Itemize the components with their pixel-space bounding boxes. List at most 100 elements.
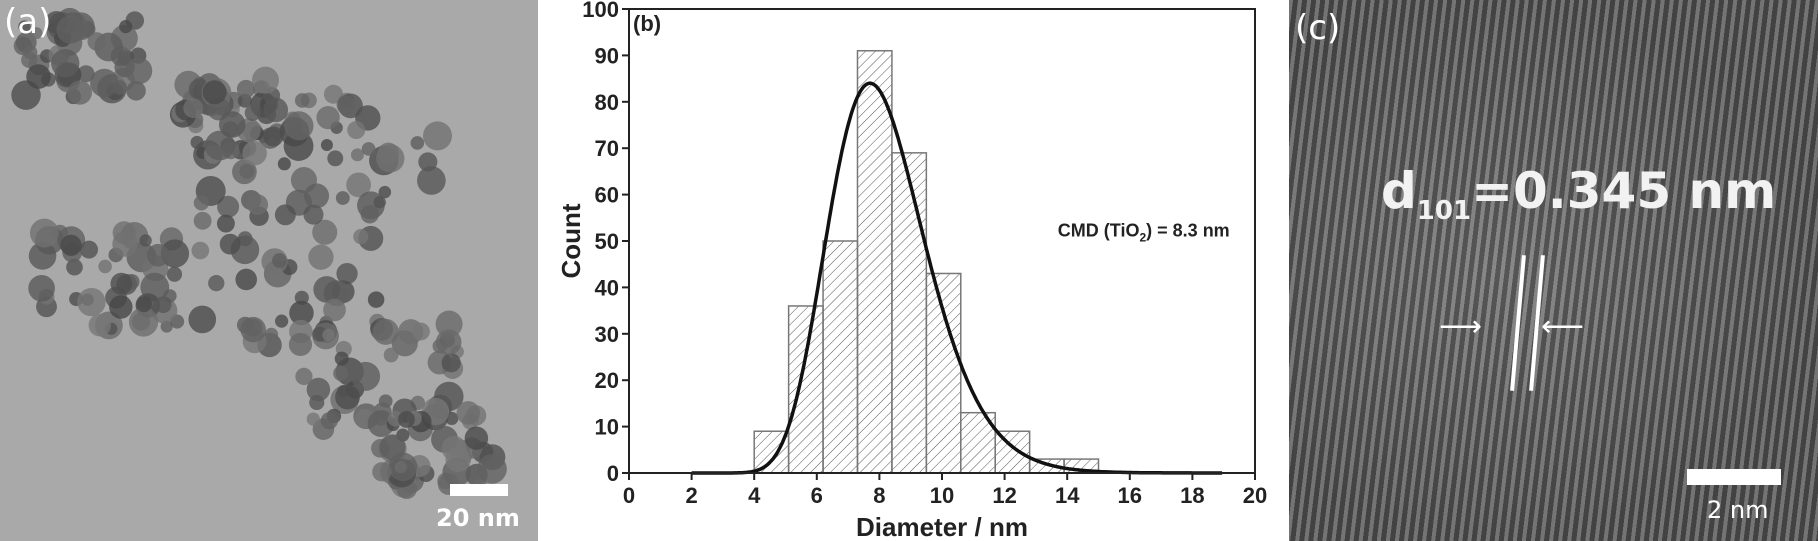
y-tick-label: 100: [582, 0, 619, 22]
nanoparticle: [219, 233, 241, 255]
nanoparticle: [306, 377, 331, 402]
nanoparticle: [112, 231, 138, 257]
nanoparticle: [288, 332, 313, 357]
y-tick-label: 50: [595, 229, 619, 254]
scale-bar-label-c: 2 nm: [1707, 496, 1769, 524]
nanoparticle: [272, 253, 287, 268]
lattice-line-marker-1: [1510, 255, 1526, 391]
x-tick-label: 8: [873, 483, 885, 508]
nanoparticle: [244, 104, 261, 121]
nanoparticle: [166, 266, 183, 282]
nanoparticle: [383, 347, 399, 363]
nanoparticle: [350, 148, 364, 162]
nanoparticle: [351, 361, 381, 391]
nanoparticle: [335, 384, 360, 410]
nanoparticle: [136, 296, 152, 313]
nanoparticle: [308, 244, 334, 270]
x-tick-label: 0: [623, 483, 635, 508]
tem-image-panel-a: (a) 20 nm: [0, 0, 538, 541]
nanoparticle: [242, 140, 267, 166]
nanoparticle: [394, 461, 407, 474]
nanoparticle: [183, 98, 204, 118]
nanoparticle: [456, 401, 481, 425]
scale-bar-c: [1687, 469, 1781, 485]
nanoparticle: [240, 316, 266, 343]
scale-bar-a: [450, 484, 508, 496]
nanoparticle: [360, 205, 379, 224]
nanoparticle: [412, 322, 430, 341]
nanoparticle: [237, 231, 253, 247]
cmd-annotation: CMD (TiO2) = 8.3 nm: [1058, 220, 1230, 244]
nanoparticle: [28, 274, 55, 302]
nanoparticle: [303, 204, 324, 225]
nanoparticle: [190, 135, 204, 149]
y-tick-label: 70: [595, 136, 619, 161]
hrtem-image-panel-c: (c) d101=0.345 nm ⟶ ⟵ 2 nm: [1289, 0, 1818, 541]
nanoparticle: [119, 20, 133, 34]
nanoparticle: [235, 268, 258, 291]
nanoparticle: [284, 111, 314, 141]
panel-label-c: (c): [1295, 8, 1341, 48]
nanoparticle: [477, 454, 507, 484]
nanoparticle: [216, 214, 235, 233]
nanoparticle: [98, 259, 112, 274]
nanoparticle: [464, 426, 489, 450]
nanoparticle: [247, 194, 269, 216]
nanoparticle: [90, 68, 119, 98]
nanoparticle: [306, 412, 320, 426]
nanoparticle: [294, 93, 310, 108]
nanoparticle: [23, 45, 38, 60]
scale-bar-label-a: 20 nm: [436, 504, 520, 532]
nanoparticle: [353, 229, 369, 245]
panel-label-b: (b): [633, 11, 661, 36]
y-tick-label: 10: [595, 415, 619, 440]
nanoparticle: [66, 258, 83, 276]
nanoparticle: [320, 138, 333, 152]
nanoparticle: [191, 241, 210, 260]
nanoparticle: [323, 298, 346, 322]
histogram-bar: [822, 240, 859, 474]
y-tick-label: 20: [595, 368, 619, 393]
nanoparticle: [77, 287, 106, 317]
y-tick-label: 30: [595, 322, 619, 347]
nanoparticle: [289, 300, 314, 326]
histogram-bar: [891, 152, 928, 474]
nanoparticle: [263, 126, 284, 147]
x-tick-label: 6: [811, 483, 823, 508]
nanoparticle: [51, 49, 80, 78]
nanoparticle: [139, 234, 152, 247]
nanoparticle: [11, 80, 41, 110]
histogram-chart: 0 2 4 6 8 10 12 14 16 18 200102030405060708090100 …: [560, 0, 1267, 541]
nanoparticle: [218, 111, 246, 138]
nanoparticle: [264, 327, 279, 342]
nanoparticle: [236, 79, 256, 99]
nanoparticle: [313, 276, 341, 303]
x-tick-label: 4: [748, 483, 761, 508]
nanoparticle: [410, 136, 425, 150]
nanoparticle: [361, 142, 376, 156]
nanoparticle: [335, 191, 350, 205]
nanoparticle: [347, 121, 366, 140]
nanoparticle: [126, 81, 146, 101]
nanoparticle: [28, 242, 57, 270]
nanoparticle: [333, 365, 349, 381]
nanoparticle: [29, 218, 59, 248]
nanoparticle: [320, 412, 338, 430]
x-tick-label: 14: [1055, 483, 1080, 508]
nanoparticle: [26, 64, 51, 89]
nanoparticle: [193, 211, 212, 230]
nanoparticle: [80, 240, 99, 259]
nanoparticle: [367, 291, 385, 308]
nanoparticle: [398, 411, 415, 428]
y-tick-label: 80: [595, 90, 619, 115]
nanoparticle: [263, 97, 289, 123]
nanoparticle: [193, 195, 210, 211]
nanoparticle: [423, 121, 453, 151]
nanoparticle: [254, 80, 267, 94]
x-tick-label: 20: [1243, 483, 1267, 508]
nanoparticle: [208, 274, 225, 292]
nanoparticle: [204, 130, 235, 161]
histogram-bar: [787, 305, 824, 474]
x-tick-label: 2: [685, 483, 697, 508]
y-axis-label: Count: [560, 203, 586, 278]
